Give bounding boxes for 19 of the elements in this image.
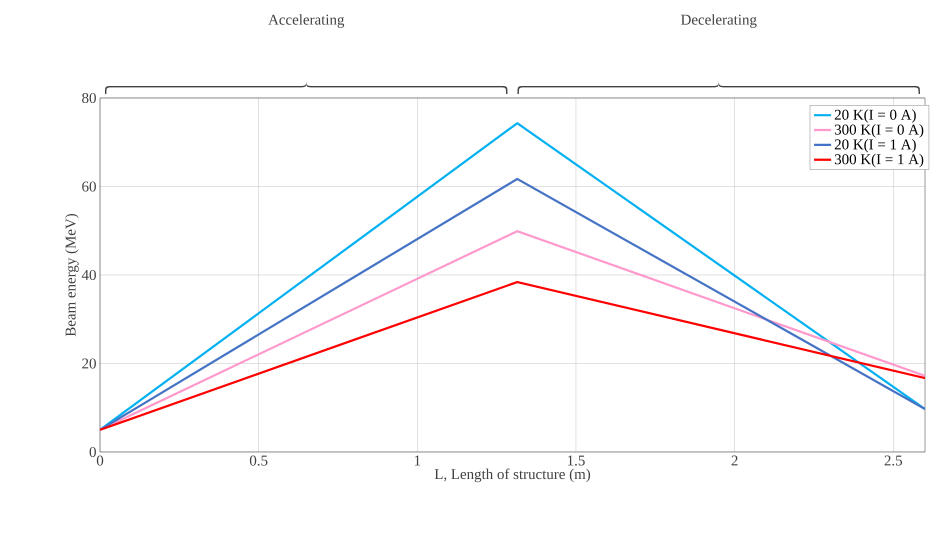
x-tick-label: 0 <box>96 456 104 466</box>
x-tick-label: 2 <box>732 456 738 466</box>
text: Accelerating <box>268 14 344 28</box>
legend-label: 20 K(I = 0 A) <box>834 109 916 123</box>
y-axis-title: Beam energy (MeV) <box>65 214 79 336</box>
y-tick-label: 0 <box>90 446 96 458</box>
y-tick-label: 40 <box>82 270 96 280</box>
x-tick-label: 2.5 <box>884 456 902 466</box>
y-tick-label: 20 <box>82 358 96 369</box>
legend-label: 20 K(I = 1 A) <box>834 138 916 153</box>
legend-label: 300 K(I = 1 A) <box>834 154 924 168</box>
x-tick-label: 1 <box>414 456 420 466</box>
x-tick-label: 0.5 <box>250 456 268 466</box>
x-tick-label: 1.5 <box>568 456 585 466</box>
y-tick-label: 80 <box>82 92 96 104</box>
y-tick-label: 60 <box>82 181 96 192</box>
legend-label: 300 K(I = 0 A) <box>834 124 924 138</box>
text: Decelerating <box>681 14 757 28</box>
x-axis-title: L, Length of structure (m) <box>434 468 590 482</box>
